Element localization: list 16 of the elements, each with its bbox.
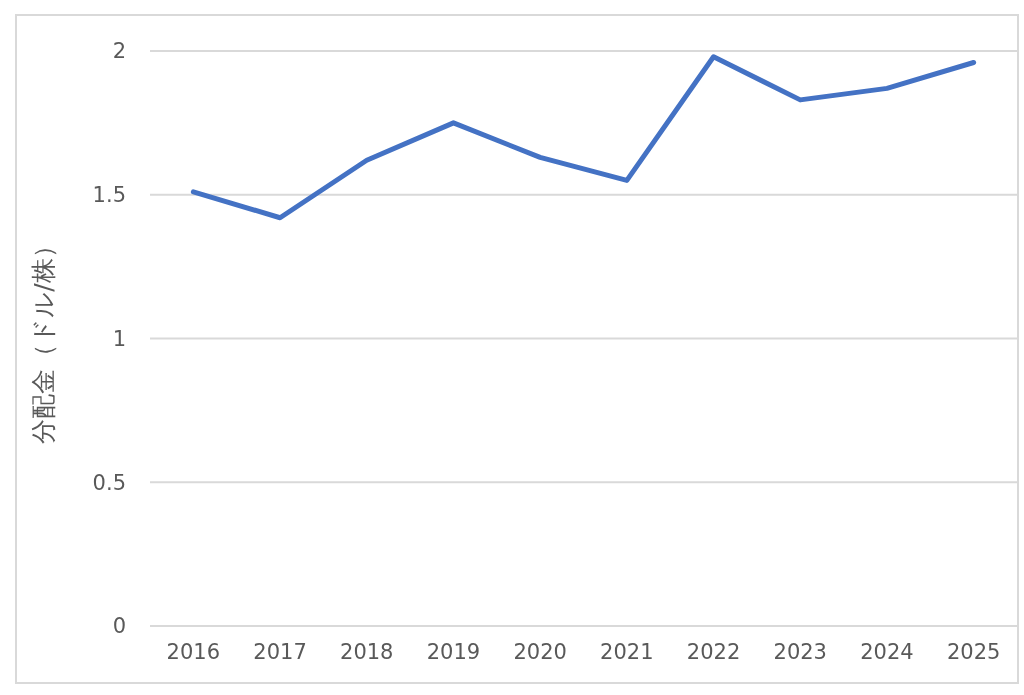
x-tick-label: 2017 bbox=[253, 639, 307, 664]
x-tick-label: 2023 bbox=[773, 639, 827, 664]
x-tick-label: 2018 bbox=[340, 639, 394, 664]
x-tick-label: 2021 bbox=[600, 639, 654, 664]
x-tick-label: 2016 bbox=[166, 639, 221, 664]
x-tick-label: 2019 bbox=[426, 639, 481, 664]
y-axis-title: 分配金（ドル/株） bbox=[28, 233, 58, 444]
y-tick-label: 1.5 bbox=[92, 183, 126, 208]
x-tick-label: 2020 bbox=[513, 639, 567, 664]
y-tick-label: 0 bbox=[112, 614, 126, 639]
x-tick-label: 2022 bbox=[686, 639, 741, 664]
y-tick-label: 1 bbox=[112, 326, 126, 351]
x-tick-label: 2025 bbox=[946, 639, 1001, 664]
y-tick-label: 0.5 bbox=[92, 470, 126, 495]
x-tick-label: 2024 bbox=[860, 639, 914, 664]
y-tick-label: 2 bbox=[112, 39, 126, 64]
